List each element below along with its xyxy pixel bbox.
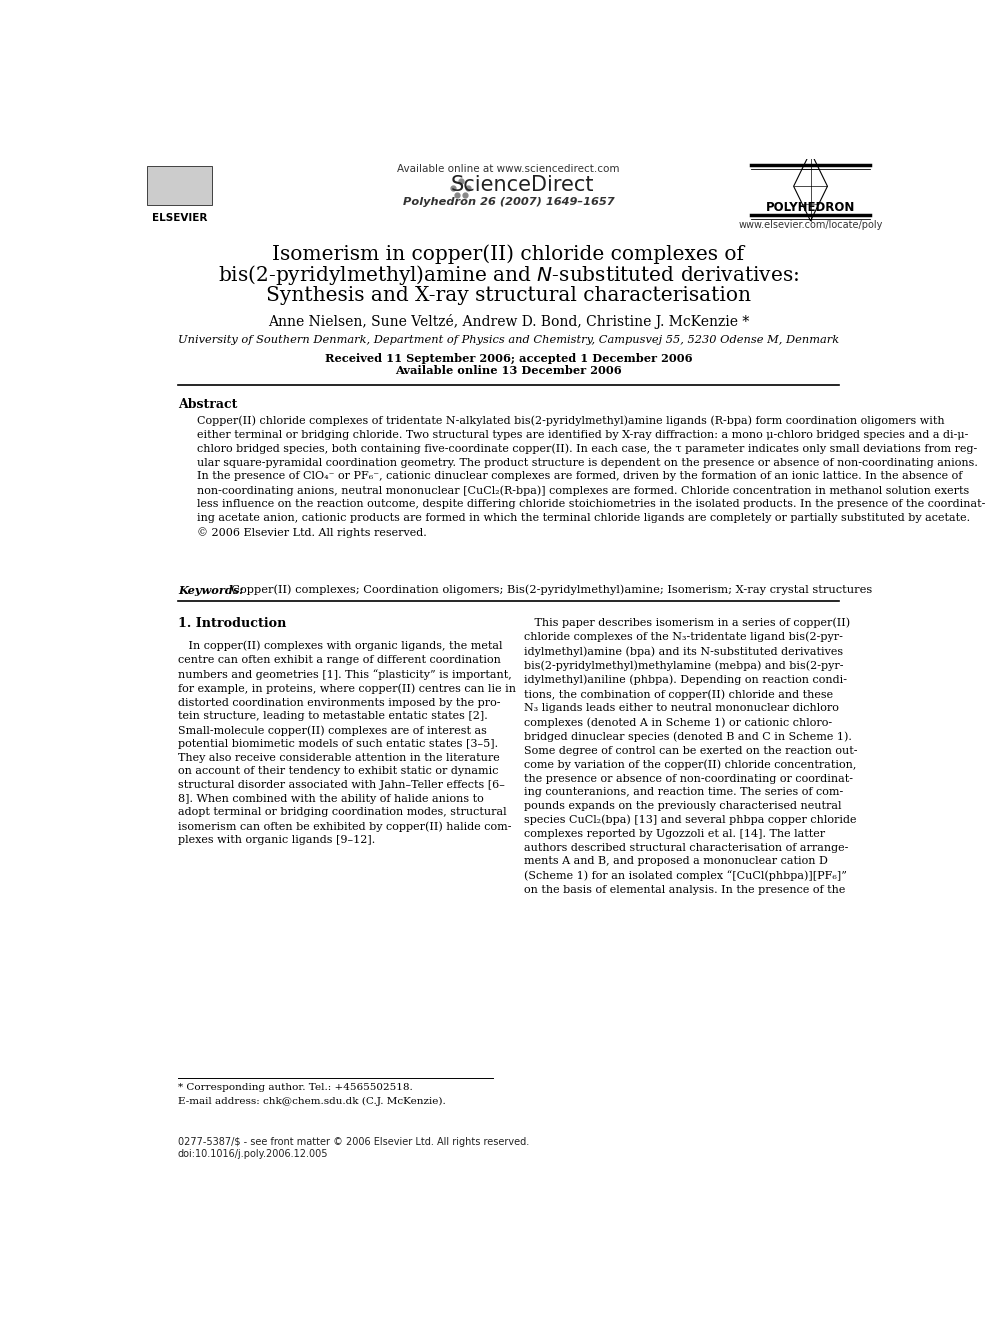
Text: Synthesis and X-ray structural characterisation: Synthesis and X-ray structural character… (266, 286, 751, 304)
Text: Isomerism in copper(II) chloride complexes of: Isomerism in copper(II) chloride complex… (273, 245, 744, 265)
Text: In copper(II) complexes with organic ligands, the metal
centre can often exhibit: In copper(II) complexes with organic lig… (178, 640, 516, 845)
Text: www.elsevier.com/locate/poly: www.elsevier.com/locate/poly (738, 220, 883, 230)
Bar (147, 165, 212, 205)
Text: University of Southern Denmark, Department of Physics and Chemistry, Campusvej 5: University of Southern Denmark, Departme… (178, 335, 839, 345)
Text: * Corresponding author. Tel.: +4565502518.: * Corresponding author. Tel.: +456550251… (178, 1082, 413, 1091)
Text: doi:10.1016/j.poly.2006.12.005: doi:10.1016/j.poly.2006.12.005 (178, 1148, 328, 1159)
Text: Available online at www.sciencedirect.com: Available online at www.sciencedirect.co… (397, 164, 620, 173)
Text: 0277-5387/$ - see front matter © 2006 Elsevier Ltd. All rights reserved.: 0277-5387/$ - see front matter © 2006 El… (178, 1136, 529, 1147)
Text: E-mail address: chk@chem.sdu.dk (C.J. McKenzie).: E-mail address: chk@chem.sdu.dk (C.J. Mc… (178, 1097, 445, 1106)
Text: Polyhedron 26 (2007) 1649–1657: Polyhedron 26 (2007) 1649–1657 (403, 197, 614, 206)
Text: Copper(II) complexes; Coordination oligomers; Bis(2-pyridylmethyl)amine; Isomeri: Copper(II) complexes; Coordination oligo… (224, 585, 872, 595)
Text: Received 11 September 2006; accepted 1 December 2006: Received 11 September 2006; accepted 1 D… (324, 353, 692, 364)
Text: Keywords:: Keywords: (178, 585, 243, 595)
Text: This paper describes isomerism in a series of copper(II)
chloride complexes of t: This paper describes isomerism in a seri… (524, 617, 857, 894)
Text: Copper(II) chloride complexes of tridentate N-alkylated bis(2-pyridylmethyl)amin: Copper(II) chloride complexes of trident… (197, 415, 985, 537)
Text: ELSEVIER: ELSEVIER (153, 213, 207, 222)
Text: Anne Nielsen, Sune Veltzé, Andrew D. Bond, Christine J. McKenzie *: Anne Nielsen, Sune Veltzé, Andrew D. Bon… (268, 315, 749, 329)
Text: Abstract: Abstract (178, 398, 237, 411)
Text: bis(2-pyridylmethyl)amine and $\it{N}$-substituted derivatives:: bis(2-pyridylmethyl)amine and $\it{N}$-s… (218, 263, 799, 287)
Text: POLYHEDRON: POLYHEDRON (766, 201, 855, 214)
Text: Available online 13 December 2006: Available online 13 December 2006 (395, 365, 622, 376)
Text: ScienceDirect: ScienceDirect (450, 175, 594, 196)
Text: 1. Introduction: 1. Introduction (178, 617, 286, 630)
